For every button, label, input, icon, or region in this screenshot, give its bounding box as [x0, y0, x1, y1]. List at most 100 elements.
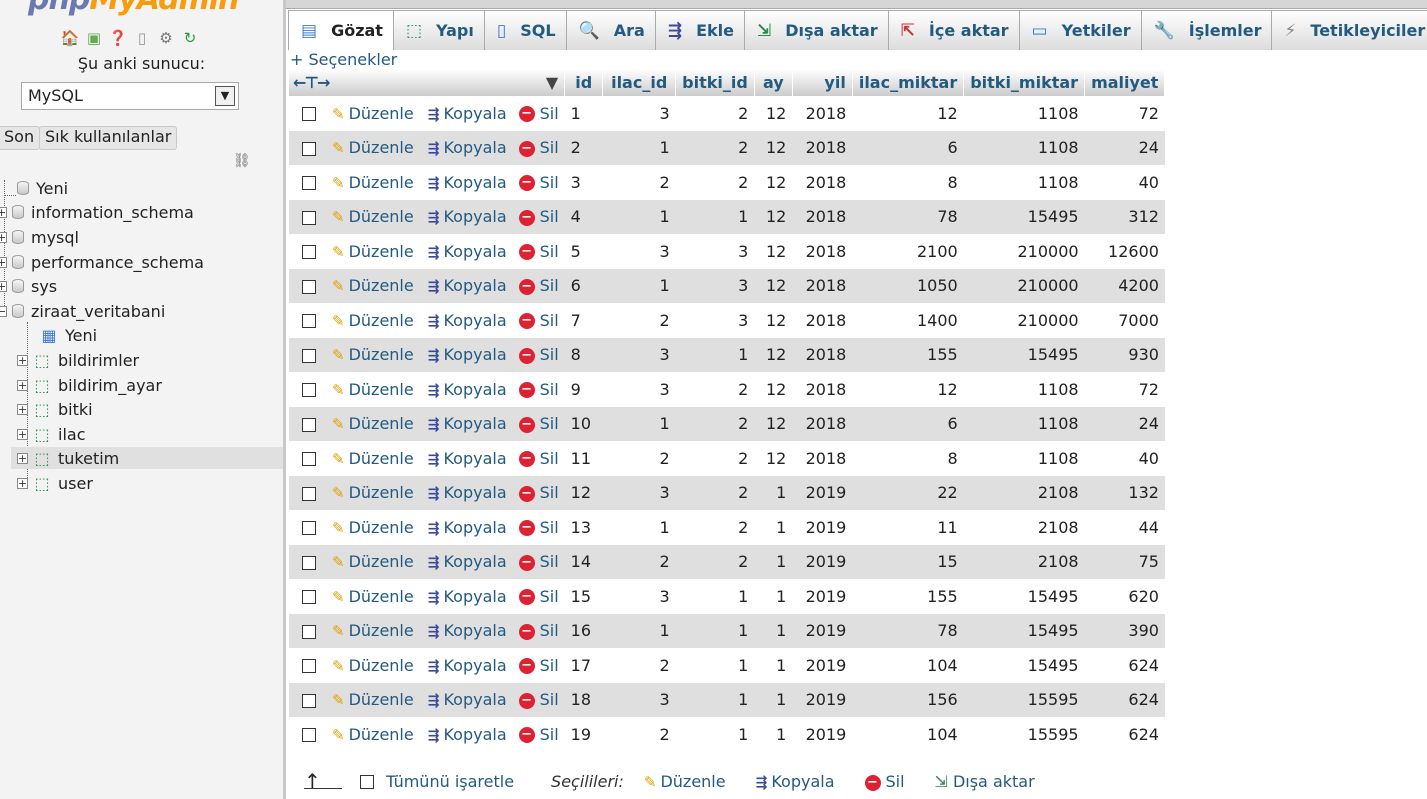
- cell-ay[interactable]: 12: [754, 406, 793, 441]
- cell-id[interactable]: 6: [564, 268, 603, 303]
- copy-row-link[interactable]: ⇶ Kopyala: [427, 138, 507, 158]
- cell-bitki-id[interactable]: 2: [675, 544, 755, 579]
- cell-yil[interactable]: 2018: [805, 241, 847, 261]
- edit-row-link[interactable]: ✎ Düzenle: [332, 207, 414, 227]
- cell-maliyet[interactable]: 72: [1138, 103, 1159, 123]
- copy-row-link[interactable]: ⇶ Kopyala: [427, 172, 507, 192]
- edit-row-link[interactable]: ✎ Düzenle: [332, 724, 414, 744]
- cell-ay[interactable]: 12: [754, 268, 793, 303]
- tab-export[interactable]: ⇲ Dışa aktar: [743, 10, 889, 50]
- edit-row-link[interactable]: ✎ Düzenle: [332, 483, 414, 503]
- delete-row-link[interactable]: − Sil: [518, 587, 559, 606]
- expand-icon[interactable]: +: [0, 206, 7, 218]
- cell-id[interactable]: 12: [564, 475, 603, 510]
- cell-ay[interactable]: 12: [754, 199, 793, 234]
- copy-row-link[interactable]: ⇶ Kopyala: [427, 310, 507, 330]
- cell-ilac-id[interactable]: 1: [602, 268, 676, 303]
- cell-maliyet[interactable]: 930: [1084, 337, 1165, 372]
- row-checkbox[interactable]: [302, 659, 316, 674]
- delete-row-link[interactable]: − Sil: [518, 414, 559, 433]
- cell-ilac-miktar[interactable]: 156: [852, 682, 964, 717]
- cell-bitki-miktar[interactable]: 15495: [963, 613, 1085, 648]
- cell-bitki-miktar[interactable]: 1108: [1037, 448, 1079, 468]
- row-checkbox[interactable]: [302, 107, 316, 122]
- tab-operations[interactable]: 🔧 İşlemler: [1140, 10, 1273, 50]
- row-checkbox[interactable]: [302, 452, 316, 467]
- copy-row-link[interactable]: ⇶ Kopyala: [427, 103, 507, 123]
- cell-bitki-id[interactable]: 2: [675, 130, 755, 165]
- cell-yil[interactable]: 2019: [805, 586, 847, 606]
- cell-id[interactable]: 3: [570, 172, 581, 192]
- column-header-ilac-id[interactable]: ilac_id: [602, 69, 677, 96]
- edit-row-link[interactable]: ✎ Düzenle: [332, 621, 414, 641]
- tab-sql[interactable]: ▯ SQL: [483, 10, 567, 50]
- row-checkbox[interactable]: [302, 693, 316, 708]
- cell-ilac-id[interactable]: 3: [602, 475, 676, 510]
- cell-maliyet[interactable]: 4200: [1084, 268, 1165, 303]
- cell-bitki-id[interactable]: 2: [675, 475, 755, 510]
- cell-maliyet[interactable]: 624: [1084, 682, 1165, 717]
- cell-maliyet[interactable]: 624: [1128, 724, 1159, 744]
- cell-bitki-id[interactable]: 3: [675, 268, 755, 303]
- cell-yil[interactable]: 2019: [792, 475, 853, 510]
- cell-ilac-miktar[interactable]: 8: [947, 172, 958, 192]
- bulk-delete-button[interactable]: − Sil: [864, 772, 905, 791]
- help-icon[interactable]: ❓: [108, 29, 128, 47]
- edit-row-link[interactable]: ✎ Düzenle: [332, 310, 414, 330]
- cell-ay[interactable]: 12: [765, 379, 787, 399]
- cell-ilac-miktar[interactable]: 15: [852, 544, 964, 579]
- cell-ilac-miktar[interactable]: 155: [927, 586, 958, 606]
- tree-db-performance-schema[interactable]: + performance_schema: [0, 251, 204, 273]
- row-checkbox[interactable]: [302, 279, 316, 294]
- delete-row-link[interactable]: − Sil: [518, 276, 559, 295]
- tree-db-mysql[interactable]: + mysql: [0, 226, 79, 248]
- tab-browse[interactable]: ▤ Gözat: [288, 10, 394, 50]
- cell-maliyet[interactable]: 24: [1084, 406, 1165, 441]
- cell-ilac-miktar[interactable]: 78: [852, 613, 964, 648]
- home-icon[interactable]: 🏠: [60, 29, 80, 47]
- copy-row-link[interactable]: ⇶ Kopyala: [427, 690, 507, 710]
- cell-id[interactable]: 19: [570, 724, 592, 744]
- options-link[interactable]: + Seçenekler: [290, 50, 398, 69]
- cell-id[interactable]: 2: [564, 130, 603, 165]
- column-header-ilac-miktar[interactable]: ilac_miktar: [852, 69, 965, 96]
- docs-icon[interactable]: ▯: [137, 29, 147, 47]
- edit-row-link[interactable]: ✎ Düzenle: [332, 690, 414, 710]
- tree-table-tuketim[interactable]: + ⬚ tuketim: [11, 447, 283, 469]
- cell-yil[interactable]: 2018: [792, 337, 853, 372]
- column-header-id[interactable]: id: [564, 69, 604, 96]
- cell-bitki-id[interactable]: 2: [738, 448, 749, 468]
- table-row[interactable]: ✎ Düzenle ⇶ Kopyala − Sil 19 2 1 1 2019 104 15595 624: [289, 717, 1165, 752]
- tab-triggers[interactable]: ⚡ Tetikleyiciler: [1271, 10, 1427, 50]
- cell-ay[interactable]: 1: [754, 544, 793, 579]
- tab-insert[interactable]: ⇶ Ekle: [654, 10, 745, 50]
- cell-bitki-id[interactable]: 1: [675, 613, 755, 648]
- cell-id[interactable]: 11: [570, 448, 592, 468]
- table-row[interactable]: ✎ Düzenle ⇶ Kopyala − Sil 18 3 1 1 2019 156 15595 624: [289, 682, 1165, 717]
- recent-tables-button[interactable]: Son: [0, 126, 41, 150]
- cell-ilac-id[interactable]: 2: [602, 544, 676, 579]
- copy-row-link[interactable]: ⇶ Kopyala: [427, 552, 507, 572]
- table-row[interactable]: ✎ Düzenle ⇶ Kopyala − Sil 16 1 1 1 2019 78 15495 390: [289, 613, 1165, 648]
- cell-id[interactable]: 7: [570, 310, 581, 330]
- edit-row-link[interactable]: ✎ Düzenle: [332, 517, 414, 537]
- delete-row-link[interactable]: − Sil: [518, 138, 559, 157]
- tab-structure[interactable]: ⬚ Yapı: [392, 10, 485, 50]
- row-checkbox[interactable]: [302, 245, 316, 260]
- cell-ay[interactable]: 1: [754, 613, 793, 648]
- row-checkbox[interactable]: [302, 555, 316, 570]
- cell-ilac-miktar[interactable]: 8: [947, 448, 958, 468]
- cell-yil[interactable]: 2019: [792, 682, 853, 717]
- delete-row-link[interactable]: − Sil: [518, 449, 559, 468]
- delete-row-link[interactable]: − Sil: [518, 242, 559, 261]
- table-row[interactable]: ✎ Düzenle ⇶ Kopyala − Sil 5 3 3 12 2018 2100 210000 1…: [289, 234, 1165, 269]
- cell-bitki-miktar[interactable]: 1108: [1037, 379, 1079, 399]
- cell-maliyet[interactable]: 12600: [1108, 241, 1159, 261]
- tree-table-bildirimler[interactable]: + ⬚ bildirimler: [17, 349, 139, 371]
- cell-id[interactable]: 18: [564, 682, 603, 717]
- cell-ay[interactable]: 12: [765, 103, 787, 123]
- row-checkbox[interactable]: [302, 176, 316, 191]
- table-row[interactable]: ✎ Düzenle ⇶ Kopyala − Sil 14 2 2 1 2019 15 2108 75: [289, 544, 1165, 579]
- copy-row-link[interactable]: ⇶ Kopyala: [427, 724, 507, 744]
- cell-bitki-id[interactable]: 1: [738, 655, 749, 675]
